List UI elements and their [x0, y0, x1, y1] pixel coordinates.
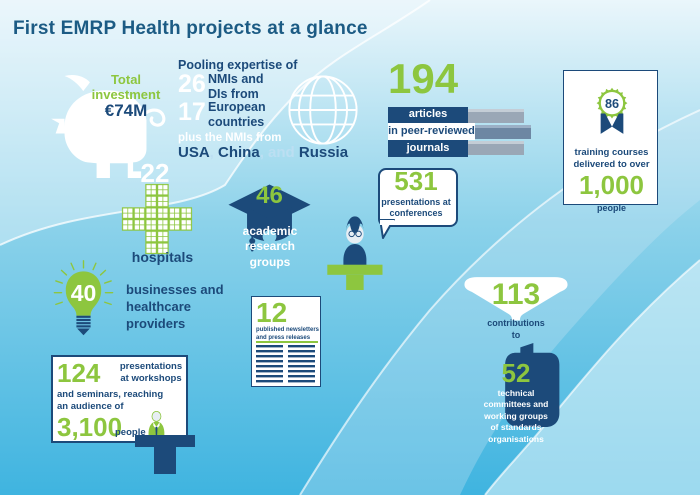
- svg-text:86: 86: [605, 97, 619, 111]
